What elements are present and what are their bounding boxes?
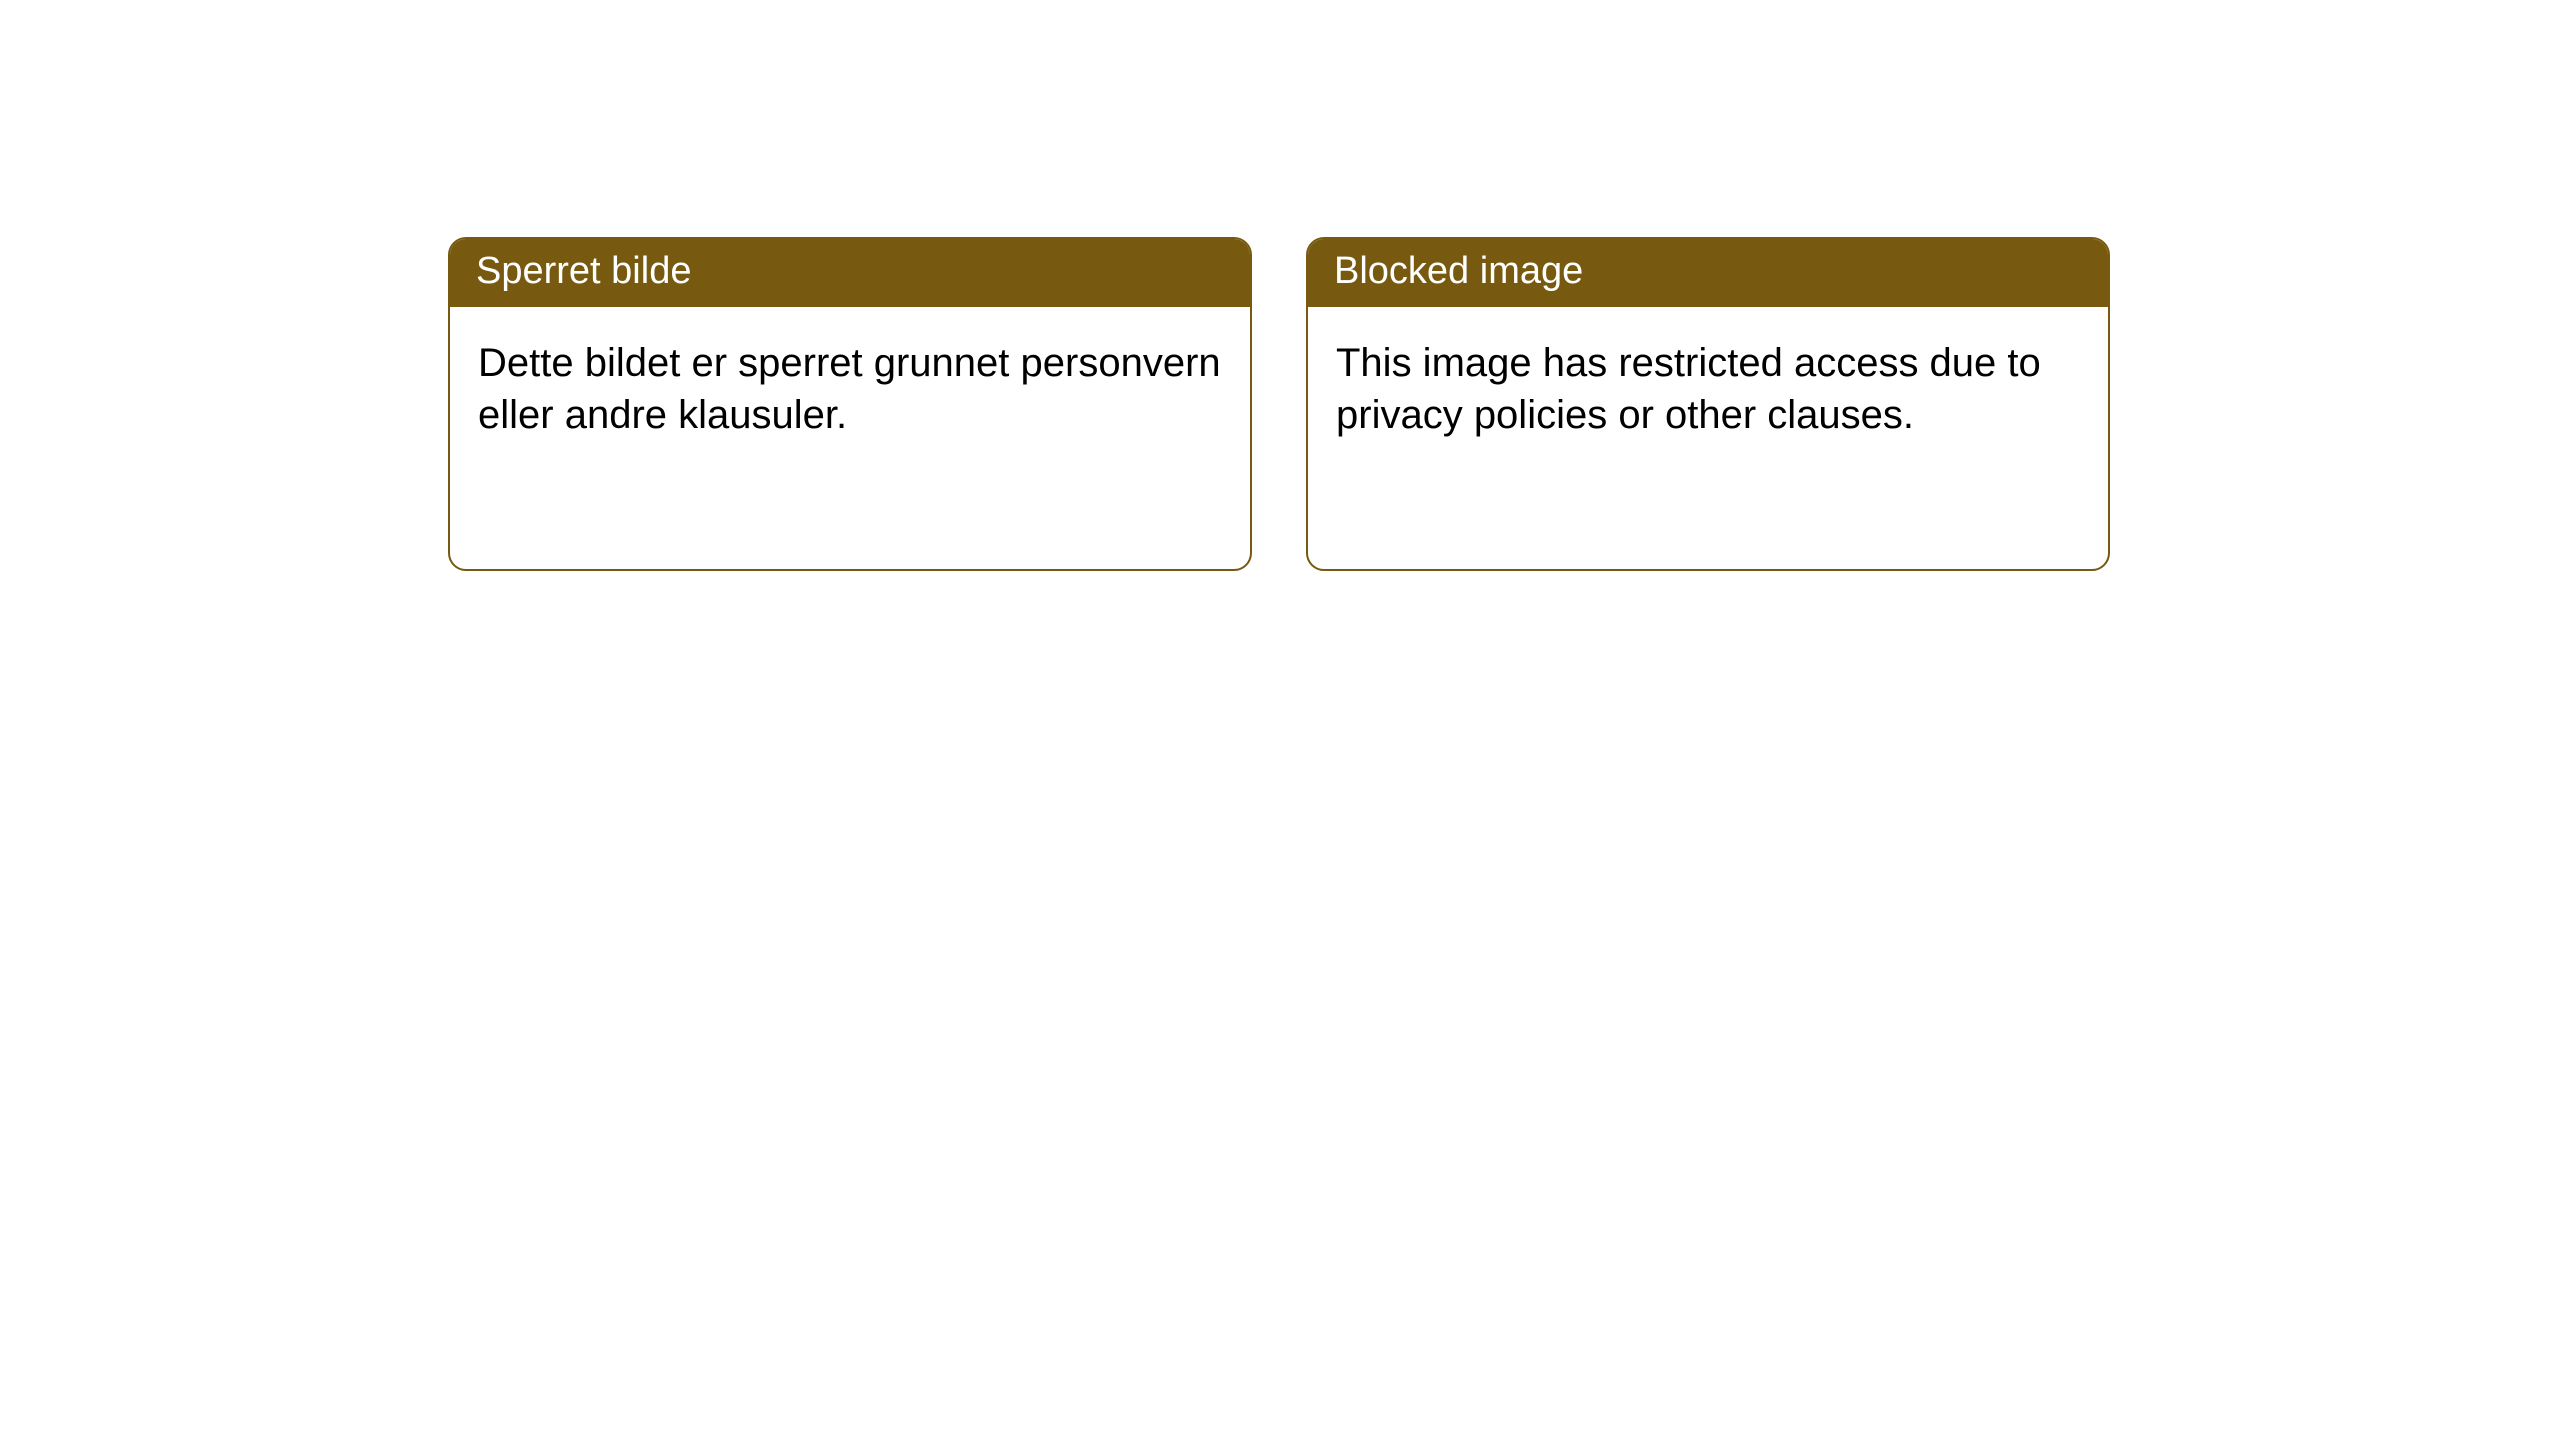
- notice-body-norwegian: Dette bildet er sperret grunnet personve…: [450, 307, 1250, 471]
- notice-body-english: This image has restricted access due to …: [1308, 307, 2108, 471]
- notice-card-norwegian: Sperret bilde Dette bildet er sperret gr…: [448, 237, 1252, 571]
- notice-title-norwegian: Sperret bilde: [450, 239, 1250, 307]
- notice-container: Sperret bilde Dette bildet er sperret gr…: [448, 237, 2110, 571]
- notice-title-english: Blocked image: [1308, 239, 2108, 307]
- notice-card-english: Blocked image This image has restricted …: [1306, 237, 2110, 571]
